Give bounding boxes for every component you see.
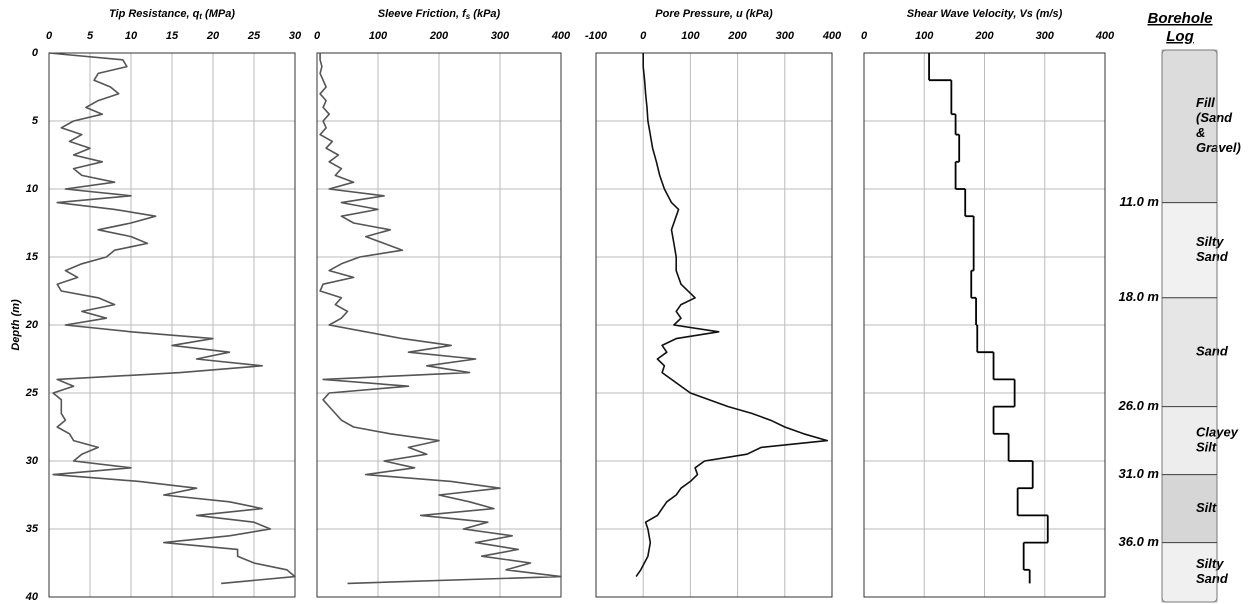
title-subscript: t	[199, 12, 202, 21]
profile-line	[319, 53, 562, 585]
y-axis-label: Depth (m)	[10, 299, 22, 351]
y-tick-label: 25	[25, 387, 39, 399]
log-title: Borehole	[1147, 10, 1212, 27]
layer-label: Sand	[1196, 249, 1229, 264]
panel-title: Tip Resistance, qt (MPa)	[109, 8, 235, 21]
layer-label: &	[1196, 125, 1205, 140]
soil-layer	[1161, 406, 1218, 476]
title-subscript: s	[466, 12, 471, 21]
x-tick-label: 15	[166, 30, 179, 42]
y-tick-label: 0	[32, 47, 39, 59]
soil-layer	[1161, 542, 1218, 603]
x-tick-label: 100	[915, 30, 934, 42]
layer-label: Sand	[1196, 344, 1229, 359]
profile-line	[635, 53, 829, 578]
panel-title: Pore Pressure, u (kPa)	[655, 8, 773, 20]
title-text: Sleeve Friction, f	[378, 8, 467, 20]
layer-label: Silt	[1196, 440, 1217, 455]
layer-label: Sand	[1196, 571, 1229, 586]
y-tick-label: 15	[26, 251, 39, 263]
x-tick-label: -100	[585, 30, 608, 42]
plot-frame	[48, 52, 296, 598]
x-tick-label: 400	[1095, 30, 1115, 42]
y-tick-label: 5	[32, 115, 39, 127]
soil-layer	[1161, 49, 1218, 204]
plot-frame	[595, 52, 833, 598]
soil-layer	[1161, 297, 1218, 407]
layer-label: (Sand	[1196, 110, 1233, 125]
layer-label: Fill	[1196, 95, 1215, 110]
boundary-label: 31.0 m	[1119, 466, 1160, 481]
x-tick-label: 300	[776, 30, 795, 42]
log-title: Log	[1166, 28, 1194, 45]
title-text: (kPa)	[470, 8, 500, 20]
y-tick-label: 30	[26, 455, 39, 467]
title-text: Tip Resistance, q	[109, 8, 200, 20]
plot-frame	[316, 52, 562, 598]
x-tick-label: 25	[247, 30, 261, 42]
x-tick-label: 100	[681, 30, 700, 42]
x-tick-label: 200	[429, 30, 449, 42]
boundary-label: 36.0 m	[1119, 534, 1160, 549]
x-tick-label: 10	[125, 30, 138, 42]
boundary-label: 18.0 m	[1119, 289, 1160, 304]
plot-frame	[863, 52, 1106, 598]
x-tick-label: 400	[551, 30, 571, 42]
y-tick-label: 35	[26, 523, 39, 535]
boundary-label: 26.0 m	[1118, 398, 1160, 413]
layer-label: Gravel)	[1196, 140, 1241, 155]
x-tick-label: 20	[206, 30, 220, 42]
soil-layer	[1161, 202, 1218, 299]
log-column	[1161, 49, 1218, 603]
profile-line	[48, 52, 296, 585]
layer-label: Silty	[1196, 234, 1224, 249]
x-tick-label: 400	[822, 30, 842, 42]
soil-layer	[1161, 474, 1218, 544]
x-tick-label: 0	[314, 30, 321, 42]
panel-title: Shear Wave Velocity, Vs (m/s)	[907, 8, 1063, 20]
y-tick-label: 20	[25, 319, 39, 331]
x-tick-label: 100	[369, 30, 388, 42]
x-tick-label: 300	[1036, 30, 1055, 42]
x-tick-label: 300	[491, 30, 510, 42]
y-tick-label: 10	[26, 183, 39, 195]
panel-title: Sleeve Friction, fs (kPa)	[378, 8, 501, 21]
y-tick-label: 40	[25, 591, 39, 603]
x-tick-label: 200	[727, 30, 747, 42]
boundary-label: 11.0 m	[1119, 194, 1159, 209]
x-tick-label: 0	[46, 30, 53, 42]
x-tick-label: 0	[861, 30, 868, 42]
title-text: Pore Pressure, u (kPa)	[655, 8, 773, 20]
x-tick-label: 0	[640, 30, 647, 42]
layer-label: Silt	[1196, 500, 1217, 515]
title-text: Shear Wave Velocity, Vs (m/s)	[907, 8, 1063, 20]
x-tick-label: 200	[974, 30, 994, 42]
x-tick-label: 30	[289, 30, 302, 42]
x-tick-label: 5	[87, 30, 94, 42]
title-text: (MPa)	[202, 8, 235, 20]
layer-label: Silty	[1196, 556, 1224, 571]
